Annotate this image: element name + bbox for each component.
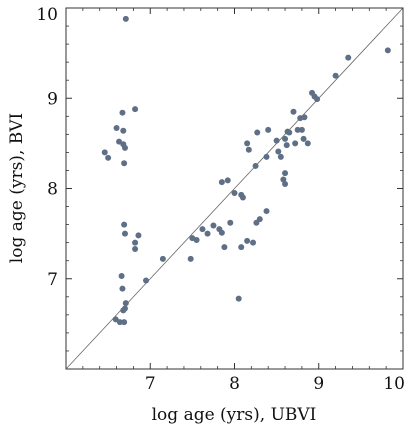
data-point [280, 176, 287, 183]
y-tick-label: 9 [47, 89, 58, 109]
data-point [132, 245, 139, 252]
data-point [113, 125, 120, 132]
data-point [121, 160, 128, 167]
data-point [193, 236, 200, 243]
data-point [283, 142, 290, 149]
data-point [245, 146, 252, 153]
data-point [265, 126, 272, 133]
data-point [132, 239, 139, 246]
data-point [282, 135, 289, 142]
y-tick-label: 7 [47, 270, 58, 290]
x-tick-label: 10 [383, 374, 405, 394]
data-point [332, 72, 339, 79]
data-point [244, 237, 251, 244]
data-point [122, 15, 129, 22]
data-point [119, 285, 126, 292]
data-point [238, 244, 245, 251]
x-tick-label: 9 [313, 374, 324, 394]
data-point [101, 149, 108, 156]
data-point [314, 96, 321, 103]
data-point [235, 295, 242, 302]
data-point [187, 255, 194, 262]
data-point [244, 140, 251, 147]
data-point [199, 226, 206, 233]
data-point [277, 153, 284, 160]
data-point [292, 140, 299, 147]
data-point [301, 114, 308, 121]
y-axis-ticks: 7 8 9 10 [36, 5, 403, 352]
data-point [159, 255, 166, 262]
x-axis-ticks: 7 8 9 10 [82, 8, 405, 394]
data-point [282, 180, 289, 187]
data-point [119, 109, 126, 116]
data-point [345, 54, 352, 61]
data-point [121, 230, 128, 237]
data-point [290, 108, 297, 115]
identity-reference-line [65, 7, 404, 370]
data-point [116, 319, 123, 326]
data-point [252, 162, 259, 169]
data-point [300, 135, 307, 142]
data-point [120, 127, 127, 134]
data-point [218, 229, 225, 236]
data-point [224, 177, 231, 184]
data-point [239, 194, 246, 201]
data-point [263, 208, 270, 215]
data-point [294, 126, 301, 133]
data-point [227, 219, 234, 226]
data-point [298, 126, 305, 133]
data-point [143, 277, 150, 284]
data-point [256, 216, 263, 223]
data-point [250, 239, 257, 246]
data-point [118, 273, 125, 280]
data-point [105, 154, 112, 161]
data-point [122, 300, 129, 307]
data-point [282, 170, 289, 177]
data-point [204, 230, 211, 237]
data-point [135, 232, 142, 239]
y-tick-label: 10 [36, 5, 58, 25]
data-point [284, 128, 291, 135]
x-tick-label: 8 [229, 374, 240, 394]
data-point [275, 148, 282, 155]
data-point [231, 190, 238, 197]
data-point [221, 244, 228, 251]
y-axis-label: log age (yrs), BVI [7, 113, 27, 263]
data-point [384, 47, 391, 54]
data-point [254, 129, 261, 136]
data-point [120, 307, 127, 314]
data-point [273, 137, 280, 144]
data-point [121, 144, 128, 151]
data-point [304, 140, 311, 147]
data-point [210, 222, 217, 229]
x-tick-label: 7 [145, 374, 156, 394]
data-points [101, 15, 391, 326]
x-axis-label: log age (yrs), UBVI [152, 405, 317, 425]
data-point [121, 319, 128, 326]
data-point [218, 179, 225, 186]
data-point [121, 221, 128, 228]
data-point [132, 106, 139, 113]
y-tick-label: 8 [47, 180, 58, 200]
data-point [263, 153, 270, 160]
